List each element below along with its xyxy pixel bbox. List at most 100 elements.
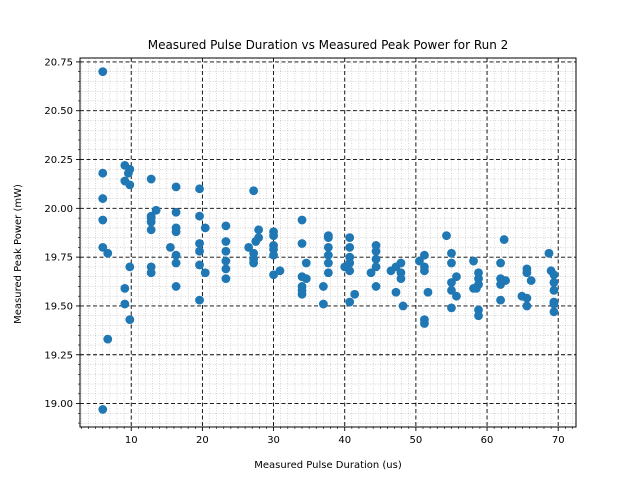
data-point	[522, 268, 532, 278]
data-point	[469, 256, 478, 266]
data-point	[447, 285, 456, 295]
data-point	[345, 297, 355, 307]
data-point	[221, 221, 231, 231]
data-point	[420, 250, 429, 260]
data-point	[345, 258, 355, 268]
data-point	[442, 231, 451, 241]
data-point	[125, 315, 135, 325]
data-point	[297, 289, 307, 299]
data-point	[98, 67, 108, 77]
data-point	[350, 289, 360, 299]
data-point	[251, 237, 261, 246]
data-point	[275, 266, 285, 276]
data-point	[123, 168, 133, 178]
data-point	[496, 258, 505, 268]
data-point	[221, 237, 231, 246]
data-point	[195, 295, 204, 305]
data-point	[423, 287, 433, 297]
data-point	[447, 278, 456, 287]
chart-title: Measured Pulse Duration vs Measured Peak…	[148, 38, 509, 52]
data-point	[195, 246, 204, 256]
data-point	[221, 246, 231, 256]
data-point	[396, 258, 406, 268]
data-point	[297, 239, 307, 248]
data-points	[98, 67, 559, 414]
data-point	[120, 299, 130, 309]
data-point	[200, 223, 210, 233]
data-point	[269, 270, 278, 280]
data-point	[366, 268, 376, 278]
data-point	[195, 260, 204, 270]
y-tick-label: 20.25	[44, 155, 73, 166]
data-point	[371, 282, 381, 291]
data-point	[447, 303, 456, 313]
data-point	[415, 256, 424, 266]
data-point	[125, 180, 135, 190]
x-tick-label: 60	[481, 435, 494, 446]
data-point	[549, 270, 559, 280]
data-point	[98, 242, 108, 252]
x-tick-label: 40	[338, 435, 351, 446]
data-point	[249, 186, 259, 196]
data-point	[323, 250, 333, 260]
data-point	[318, 299, 328, 309]
data-point	[447, 258, 456, 268]
data-point	[345, 242, 355, 252]
data-point	[297, 215, 307, 225]
data-point	[98, 215, 108, 225]
data-point	[195, 184, 204, 194]
plot-area	[80, 58, 576, 427]
data-point	[522, 301, 532, 311]
data-point	[496, 295, 505, 305]
data-point	[195, 211, 204, 221]
x-tick-label: 30	[267, 435, 280, 446]
data-point	[249, 258, 259, 268]
data-point	[452, 291, 461, 301]
data-point	[323, 233, 333, 243]
data-point	[371, 262, 381, 272]
data-point	[171, 182, 181, 192]
data-point	[452, 272, 461, 282]
y-tick-label: 19.75	[44, 253, 73, 264]
axes-frame	[79, 57, 577, 428]
data-point	[146, 225, 156, 235]
y-tick-label: 20.50	[44, 106, 73, 117]
data-point	[549, 299, 559, 309]
data-point	[269, 250, 278, 260]
data-point	[221, 264, 231, 274]
data-point	[146, 174, 156, 184]
y-tick-label: 19.00	[44, 399, 73, 410]
minor-grid	[80, 58, 576, 427]
data-point	[398, 301, 408, 311]
data-point	[323, 258, 333, 268]
data-point	[200, 268, 210, 278]
y-tick-label: 20.00	[44, 204, 73, 215]
data-point	[371, 254, 381, 264]
data-point	[221, 256, 231, 266]
data-point	[544, 248, 554, 258]
data-point	[125, 262, 135, 272]
data-point	[165, 242, 175, 252]
data-point	[151, 205, 161, 215]
x-axis-ticks: 10 20 30 40 50 60 70	[81, 427, 573, 446]
data-point	[345, 233, 355, 243]
data-point	[98, 168, 108, 178]
data-point	[301, 274, 311, 284]
y-tick-label: 19.50	[44, 301, 73, 312]
data-point	[371, 246, 381, 256]
data-point	[98, 405, 108, 414]
data-point	[391, 287, 401, 297]
data-point	[146, 268, 156, 278]
data-point	[301, 258, 311, 268]
data-point	[98, 194, 108, 203]
data-point	[171, 258, 181, 268]
data-point	[318, 282, 328, 291]
x-tick-label: 10	[125, 435, 138, 446]
data-point	[171, 227, 181, 237]
data-point	[526, 276, 536, 285]
y-tick-label: 20.75	[44, 57, 73, 68]
data-point	[221, 274, 231, 284]
data-point	[549, 307, 559, 317]
x-tick-label: 20	[196, 435, 209, 446]
